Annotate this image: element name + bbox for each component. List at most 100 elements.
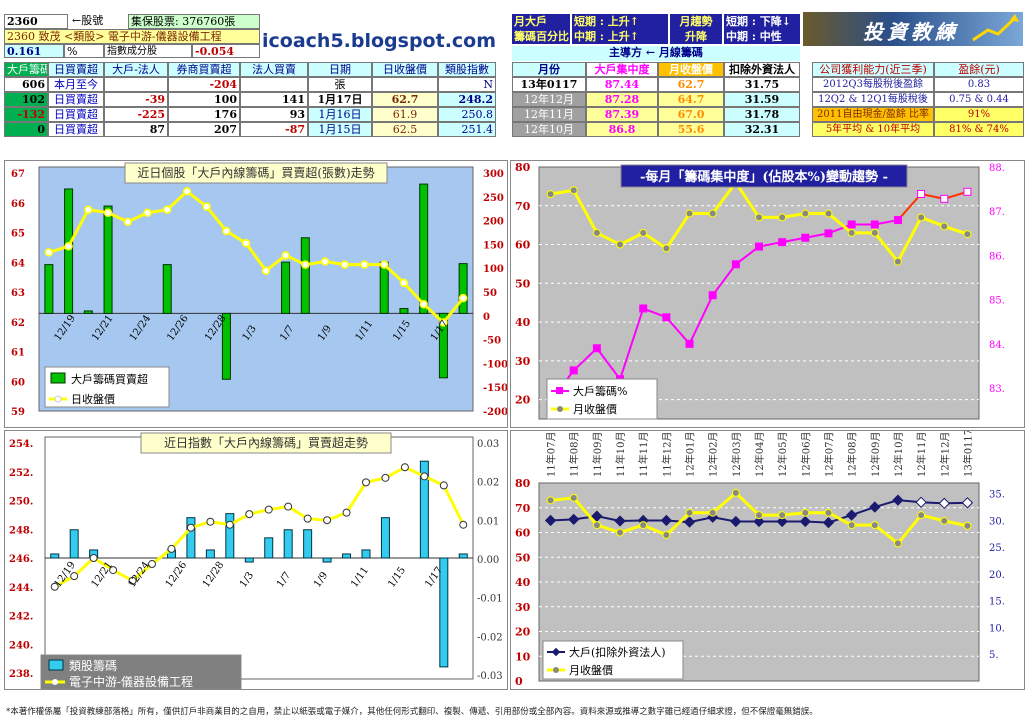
- point-concentration: [963, 187, 972, 196]
- y-tick-right: -150: [483, 383, 507, 394]
- y-tick-left: 62: [11, 318, 25, 329]
- y-tick-left: 30: [515, 355, 531, 368]
- table-cell: 67.0: [658, 107, 724, 122]
- point-price: [893, 257, 902, 266]
- table-cell: 日買賣超: [48, 92, 104, 107]
- trend-down-box: 短期 : 下降↓ 中期 : 中性: [724, 14, 800, 44]
- y-tick-left: 80: [515, 161, 531, 174]
- stock-code: 2360: [4, 14, 68, 29]
- profit-row: 12Q2 & 12Q1每股稅後: [812, 92, 934, 107]
- y-tick-right: 30.: [989, 516, 1005, 527]
- y-tick-left: 30: [515, 601, 531, 614]
- table-cell: 張: [308, 77, 372, 92]
- point-ex-foreign: [568, 513, 580, 526]
- point: [225, 520, 234, 529]
- point-ex-foreign: [938, 497, 950, 509]
- y-tick-right: 84.: [989, 340, 1005, 351]
- y-tick-right: 0.01: [477, 516, 499, 527]
- chart-title: -每月「籌碼集中度」(佔股本%)變動趨勢 -: [640, 169, 888, 185]
- header-panel: 2360 ←股號 集保股票: 376760張 2360 致茂 <類股> 電子中游…: [0, 0, 1029, 160]
- x-tick: 12年12月: [938, 432, 951, 477]
- point-ex-foreign: [591, 510, 603, 522]
- table-cell: [372, 77, 438, 92]
- y-tick-right: 85.: [989, 296, 1005, 307]
- y-tick-left: 246.: [9, 554, 33, 565]
- point-price: [685, 508, 694, 517]
- table-cell: 176: [168, 107, 240, 122]
- monthly-label-b: 籌碼百分比: [514, 30, 569, 43]
- point-concentration: [662, 313, 671, 322]
- point: [342, 508, 351, 517]
- point-price: [639, 521, 648, 530]
- y-tick-right: 83.: [989, 384, 1005, 395]
- point: [399, 278, 409, 288]
- legend-label: 類股籌碼: [69, 659, 117, 673]
- point: [109, 566, 118, 575]
- x-tick: 11年11月: [637, 432, 650, 477]
- y-tick-left: 20: [515, 626, 531, 639]
- x-tick: 12年07月: [822, 432, 835, 477]
- bar: [300, 237, 310, 314]
- point: [162, 205, 172, 214]
- y-tick-left: 10: [515, 650, 531, 663]
- point-concentration: [755, 242, 763, 251]
- table-cell: 31.75: [724, 77, 800, 92]
- trend-up-box: 短期 : 上升↑ 中期 : 上升↑: [572, 14, 668, 44]
- table-cell: -225: [104, 107, 168, 122]
- table-cell: 64.7: [658, 92, 724, 107]
- dividend-row: 91%: [934, 107, 1024, 122]
- bar: [458, 553, 468, 559]
- copyright-footer: *本著作權係屬「投資教練部落格」所有，僅供訂戶非商業目的之自用，禁止以紙張或電子…: [6, 707, 818, 717]
- weight-value: -0.054: [192, 44, 260, 58]
- main-force: 主導方 ← 月線籌碼: [512, 46, 800, 61]
- y-tick-right: 0: [483, 312, 490, 323]
- table-cell: 日買賣超: [48, 107, 104, 122]
- y-tick-left: 40: [515, 576, 531, 589]
- y-tick-left: 250.: [9, 497, 33, 508]
- bar: [439, 557, 449, 668]
- point: [70, 572, 79, 581]
- chart-daily-stock: 67 66 65 64 63 62 61 60 59 300 250 200 150 100 50 0 -50 -…: [4, 160, 508, 428]
- point: [222, 226, 231, 236]
- point: [362, 478, 370, 487]
- dividend-header: 盈餘(元): [934, 62, 1024, 77]
- x-tick: 12年02月: [707, 432, 720, 477]
- point-price: [824, 508, 833, 517]
- point-price: [778, 213, 787, 222]
- y-tick-left: 67: [11, 169, 25, 180]
- point-price: [616, 240, 625, 249]
- table-cell: 31.78: [724, 107, 800, 122]
- title-box: [124, 162, 388, 184]
- point-ex-foreign: [683, 516, 696, 528]
- point: [167, 544, 176, 553]
- point: [458, 293, 468, 303]
- bar: [44, 264, 54, 314]
- point-concentration: [801, 233, 810, 242]
- bar: [205, 549, 215, 559]
- point: [340, 260, 350, 269]
- point-ex-foreign: [799, 515, 811, 528]
- table-header-cell: 月收盤價: [658, 62, 724, 77]
- legend-label: 電子中游-儀器設備工程: [69, 674, 193, 689]
- logo-arrow-icon: [972, 14, 1019, 42]
- y-tick-left: 248.: [9, 525, 33, 536]
- bar: [342, 553, 352, 559]
- table-header-cell: 類股指數: [438, 62, 496, 77]
- table-cell: 62.7: [658, 77, 724, 92]
- table-cell: 12年11月: [512, 107, 586, 122]
- table-cell: [104, 77, 168, 92]
- chart-daily-index-svg: 254. 252. 250. 248. 246. 244. 242. 240. 238. 0.03…: [9, 432, 503, 690]
- table-cell: -39: [104, 92, 168, 107]
- chart-title: 近日指數「大戶內線籌碼」買賣超走勢: [164, 435, 368, 450]
- y-tick-left: 20: [515, 394, 531, 407]
- point-concentration: [893, 216, 902, 225]
- chart-monthly-concentration-svg: 80 70 60 50 40 30 20 88. 87. 86. 85. 84. 83. -每月「籌碼集中…: [515, 161, 1005, 420]
- legend-box: [546, 378, 658, 420]
- y-tick-left: 242.: [9, 612, 33, 623]
- point: [439, 318, 448, 327]
- y-tick-right: 20.: [989, 570, 1005, 581]
- table-cell: 606: [4, 77, 48, 92]
- point: [245, 510, 254, 519]
- legend-label: 大戶(扣除外資法人): [569, 645, 666, 659]
- table-header-cell: 法人買賣: [240, 62, 308, 77]
